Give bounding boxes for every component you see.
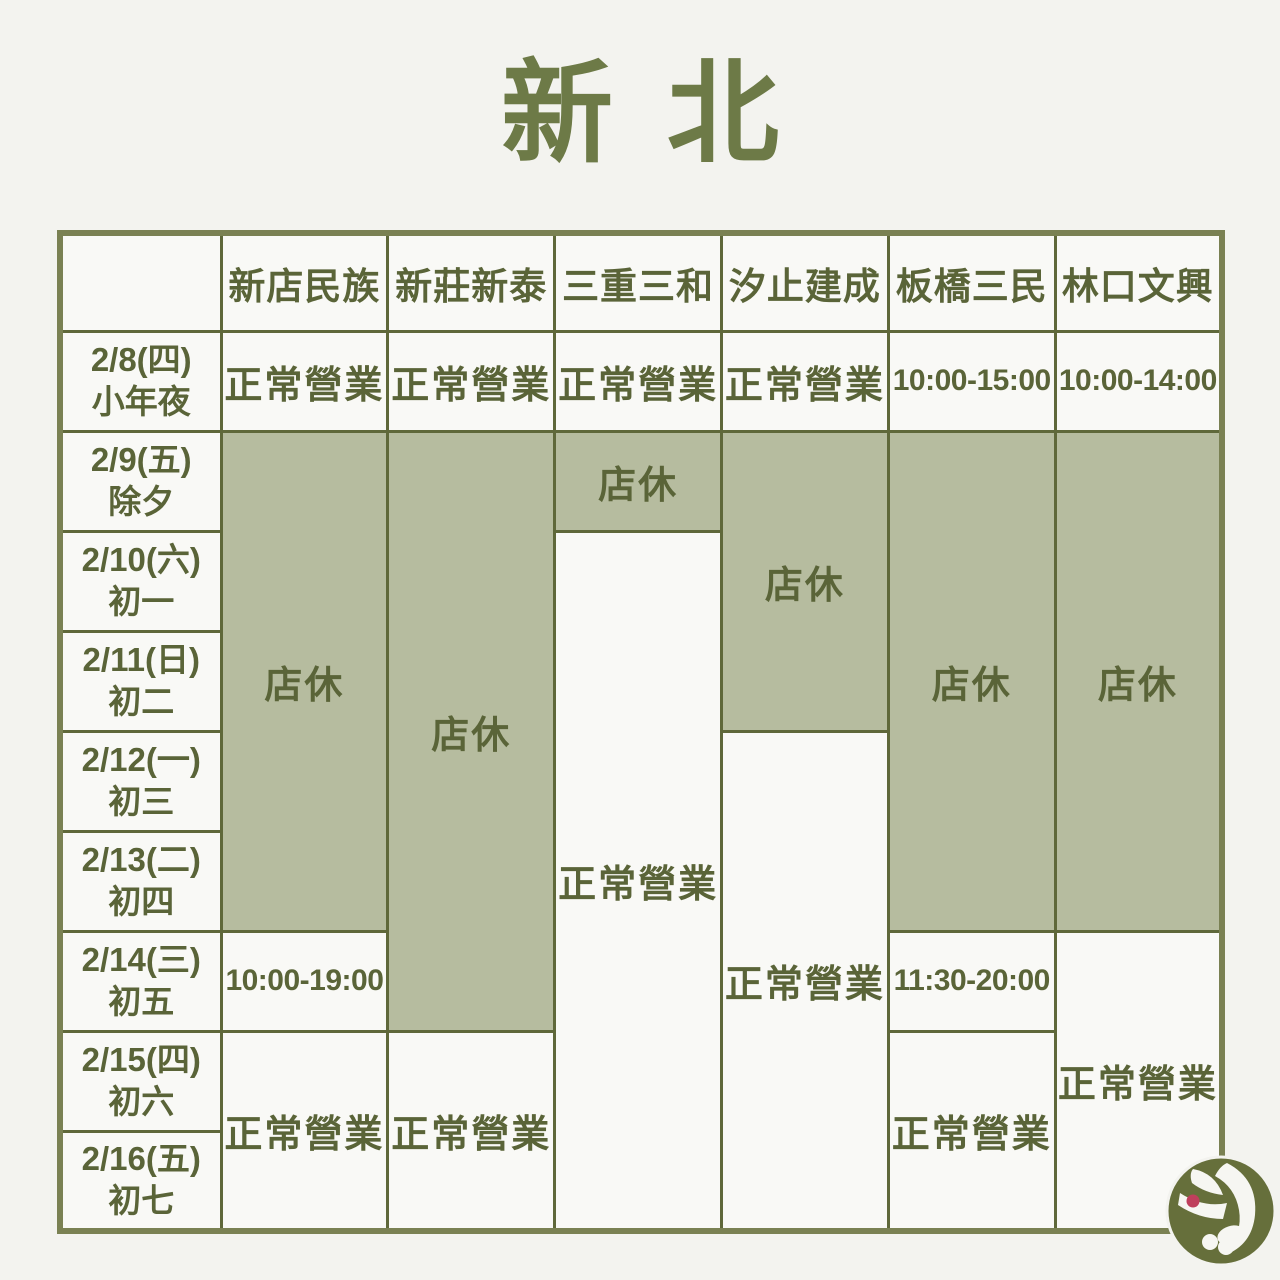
date-label: 2/11(日) <box>82 640 200 678</box>
day-label: 初五 <box>108 983 175 1020</box>
schedule-cell: 正常營業 <box>719 729 890 1233</box>
date-cell: 2/14(三) 初五 <box>58 929 223 1033</box>
date-cell: 2/16(五) 初七 <box>58 1129 223 1233</box>
row-2-16: 2/16(五) 初七 <box>58 1129 1222 1233</box>
day-label: 初六 <box>108 1083 175 1120</box>
day-label: 初二 <box>108 683 175 720</box>
day-label: 初三 <box>108 783 175 820</box>
date-cell: 2/10(六) 初一 <box>58 529 223 633</box>
closed-cell: 店休 <box>886 429 1057 933</box>
store-header-xindian-minzu: 新店民族 <box>219 231 390 333</box>
schedule-cell: 正常營業 <box>719 329 890 433</box>
date-label: 2/9(五) <box>90 440 192 478</box>
day-label: 初七 <box>108 1182 175 1220</box>
row-2-13: 2/13(二) 初四 <box>58 829 1222 933</box>
schedule-cell: 正常營業 <box>553 329 723 433</box>
date-cell: 2/8(四) 小年夜 <box>58 329 223 433</box>
store-header-xizhi-jiancheng: 汐止建成 <box>719 231 890 333</box>
corner-cell <box>58 231 223 333</box>
row-2-9: 2/9(五) 除夕 店休 店休 店休 店休 店休 店休 <box>58 429 1224 1033</box>
store-header-sanchong-sanhe: 三重三和 <box>553 231 723 333</box>
closed-cell: 店休 <box>553 429 723 533</box>
closed-cell: 店休 <box>386 429 557 1033</box>
header-row: 新店民族 新莊新泰 三重三和 汐止建成 板橋三民 林口文興 <box>58 231 1224 333</box>
schedule-cell: 正常營業 <box>219 329 390 433</box>
date-label: 2/12(一) <box>81 740 201 778</box>
row-2-8: 2/8(四) 小年夜 正常營業 正常營業 正常營業 正常營業 10:00-15:… <box>58 329 1224 433</box>
schedule-table: 新店民族 新莊新泰 三重三和 汐止建成 板橋三民 林口文興 2/8(四) 小年夜… <box>57 230 1225 1234</box>
schedule-cell-hours: 11:30-20:00 <box>886 929 1057 1033</box>
row-2-12: 2/12(一) 初三 正常營業 <box>58 729 1222 1233</box>
schedule-cell-hours: 10:00-15:00 <box>886 329 1057 433</box>
date-label: 2/14(三) <box>81 940 201 978</box>
schedule-cell-hours: 10:00-14:00 <box>1053 329 1224 433</box>
store-header-xinzhuang-xintai: 新莊新泰 <box>386 231 557 333</box>
store-header-linkou-wenxing: 林口文興 <box>1053 231 1224 333</box>
row-2-15: 2/15(四) 初六 正常營業 正常營業 正常營業 <box>58 1029 1222 1233</box>
page-title: 新北 <box>501 48 833 179</box>
schedule-cell: 正常營業 <box>386 329 557 433</box>
schedule-cell: 正常營業 <box>219 1029 390 1233</box>
day-label: 初四 <box>108 883 175 920</box>
closed-cell: 店休 <box>719 429 890 733</box>
date-cell: 2/13(二) 初四 <box>58 829 223 933</box>
date-cell: 2/11(日) 初二 <box>58 629 223 733</box>
schedule-cell: 正常營業 <box>886 1029 1057 1233</box>
date-cell: 2/12(一) 初三 <box>58 729 223 833</box>
date-label: 2/15(四) <box>81 1040 201 1078</box>
date-label: 2/10(六) <box>81 540 201 578</box>
schedule-cell: 正常營業 <box>386 1029 557 1233</box>
rabbit-logo-icon <box>1165 1155 1277 1267</box>
store-header-banqiao-sanmin: 板橋三民 <box>886 231 1057 333</box>
row-2-10: 2/10(六) 初一 正常營業 <box>58 529 1222 1233</box>
closed-cell: 店休 <box>219 429 390 933</box>
schedule-cell: 正常營業 <box>553 529 723 1233</box>
date-label: 2/13(二) <box>81 840 201 878</box>
date-cell: 2/9(五) 除夕 <box>58 429 223 533</box>
row-2-11: 2/11(日) 初二 <box>58 629 1222 733</box>
day-label: 除夕 <box>108 483 175 520</box>
date-cell: 2/15(四) 初六 <box>58 1029 223 1133</box>
day-label: 小年夜 <box>91 383 191 420</box>
date-label: 2/16(五) <box>81 1140 201 1178</box>
schedule-cell-hours: 10:00-19:00 <box>219 929 390 1033</box>
day-label: 初一 <box>108 583 175 620</box>
closed-cell: 店休 <box>1053 429 1224 933</box>
date-label: 2/8(四) <box>90 340 192 378</box>
